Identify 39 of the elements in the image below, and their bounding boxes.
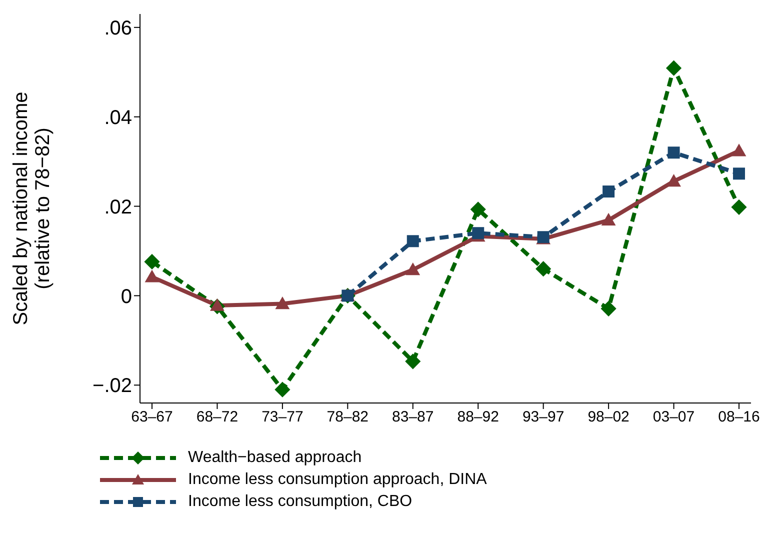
point xyxy=(274,382,290,398)
x-tick-label: 08–16 xyxy=(718,408,760,426)
point xyxy=(210,298,224,311)
x-tick-label: 93–97 xyxy=(522,408,564,426)
point xyxy=(732,144,746,156)
y-axis-title: Scaled by national income (relative to 78−82) xyxy=(10,92,54,326)
y-tick-label: .04 xyxy=(104,106,132,129)
y-tick-label: .06 xyxy=(104,18,132,40)
y-tick-label: −.02 xyxy=(92,375,132,398)
point xyxy=(731,199,747,215)
point xyxy=(406,262,420,276)
point xyxy=(600,300,616,316)
point xyxy=(405,354,421,370)
point xyxy=(144,254,160,270)
point xyxy=(668,146,680,159)
point xyxy=(472,227,484,240)
x-tick-label: 88–92 xyxy=(457,408,499,426)
x-tick-label: 68–72 xyxy=(196,408,238,426)
point xyxy=(733,168,745,180)
point xyxy=(406,235,419,248)
point xyxy=(275,296,290,310)
point xyxy=(536,261,552,277)
point xyxy=(470,202,486,218)
point xyxy=(666,60,682,76)
point xyxy=(144,270,160,282)
x-tick-label: 73–77 xyxy=(262,408,304,426)
legend-label: Income less consumption, CBO xyxy=(188,493,412,511)
y-tick-label: 0 xyxy=(120,286,132,308)
x-tick-label: 03–07 xyxy=(652,408,695,426)
point xyxy=(601,212,616,226)
legend-label: Income less consumption approach, DINA xyxy=(188,471,487,489)
point xyxy=(666,174,681,187)
y-tick-label: .02 xyxy=(104,196,132,218)
point xyxy=(602,186,615,198)
x-tick-label: 63–67 xyxy=(131,408,173,426)
x-tick-label: 83–87 xyxy=(392,408,434,426)
x-tick-label: 98–02 xyxy=(588,408,630,426)
legend-label: Wealth−based approach xyxy=(188,449,362,467)
x-tick-label: 78–82 xyxy=(326,408,369,426)
